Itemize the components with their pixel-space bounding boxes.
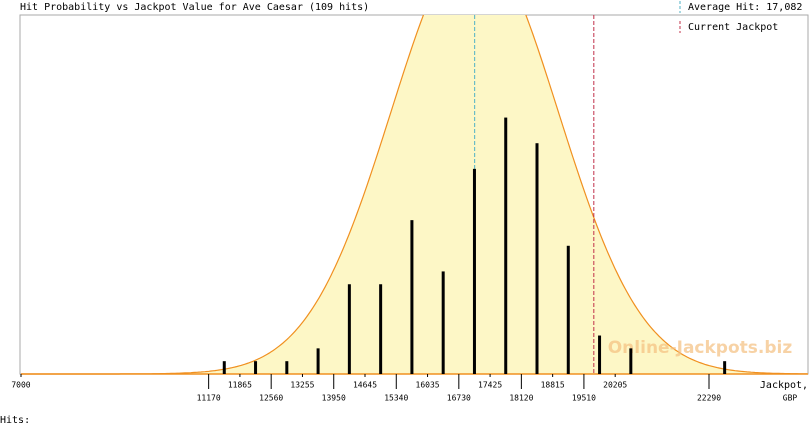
bar (723, 361, 727, 374)
x-tick-label: 18815 (541, 381, 565, 390)
x-tick-label: 12560 (259, 394, 283, 403)
bar (535, 143, 539, 374)
x-tick-label: 18120 (509, 394, 533, 403)
x-tick-label: 11170 (197, 394, 221, 403)
x-axis-label: GBP (783, 394, 798, 403)
x-tick-label: 17425 (478, 381, 502, 390)
bar (629, 348, 633, 374)
x-tick-label: 13255 (290, 381, 314, 390)
x-tick-label: 19510 (572, 394, 596, 403)
bar (222, 361, 226, 374)
bar (379, 284, 383, 374)
x-tick-label: 7000 (11, 381, 30, 390)
chart-title: Hit Probability vs Jackpot Value for Ave… (20, 2, 369, 13)
bar (441, 271, 445, 374)
x-tick-label: 14645 (353, 381, 377, 390)
fit-area (21, 15, 808, 374)
bar (285, 361, 289, 374)
legend-label: Average Hit: 17,082 (688, 2, 802, 13)
x-tick-label: 16035 (416, 381, 440, 390)
x-tick-label: 11865 (228, 381, 252, 390)
bar (472, 168, 476, 374)
x-tick-label: 15340 (384, 394, 408, 403)
bar (410, 220, 414, 374)
x-tick-label: 13950 (322, 394, 346, 403)
bar (504, 117, 508, 375)
x-axis-label: Jackpot, (760, 380, 808, 391)
x-tick-label: 16730 (447, 394, 471, 403)
watermark: Online-Jackpots.biz (608, 338, 793, 358)
hits-label: Hits: (0, 415, 30, 425)
bar (598, 335, 602, 374)
bar (347, 284, 351, 374)
bar (566, 245, 570, 374)
legend-label: Current Jackpot (688, 22, 778, 33)
x-tick-label: 20205 (603, 381, 627, 390)
bar (316, 348, 320, 374)
x-tick-label: 22290 (697, 394, 721, 403)
bar (254, 361, 258, 374)
